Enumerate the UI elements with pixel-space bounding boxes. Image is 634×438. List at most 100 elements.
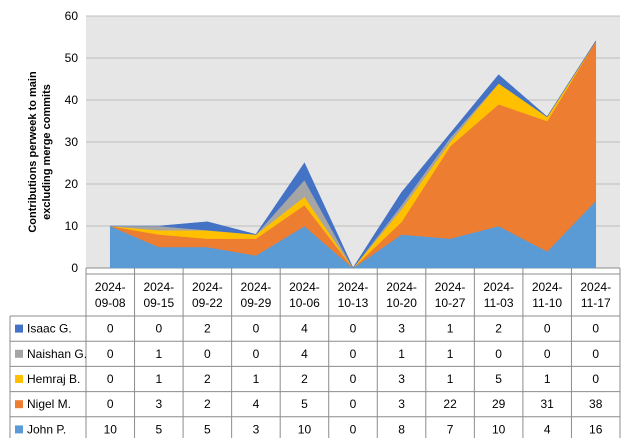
data-label: 1 — [447, 372, 454, 386]
series-areas — [109, 40, 597, 269]
data-label: 1 — [447, 347, 454, 361]
x-tick-label: 2024- 10-20 — [386, 280, 417, 310]
x-tick-label-line: 2024- — [532, 280, 563, 294]
data-label: 0 — [350, 372, 357, 386]
data-label: 3 — [253, 422, 260, 436]
data-label: 0 — [253, 347, 260, 361]
data-label: 1 — [155, 372, 162, 386]
y-tick-label: 60 — [65, 9, 79, 23]
data-label: 4 — [301, 322, 308, 336]
x-tick-label: 2024- 11-17 — [580, 280, 611, 310]
data-label: 0 — [107, 322, 114, 336]
data-label: 0 — [107, 372, 114, 386]
data-label: 8 — [398, 422, 405, 436]
data-label: 0 — [350, 397, 357, 411]
x-tick-label-line: 2024- — [386, 280, 417, 294]
data-label: 1 — [253, 372, 260, 386]
data-label: 10 — [492, 422, 506, 436]
data-label: 3 — [398, 397, 405, 411]
data-label: 0 — [253, 322, 260, 336]
data-label: 0 — [350, 322, 357, 336]
x-tick-label: 2024- 10-13 — [338, 280, 369, 310]
data-label: 0 — [592, 322, 599, 336]
data-label: 38 — [589, 397, 603, 411]
legend-swatch-naishan-g — [15, 349, 23, 358]
data-label: 5 — [495, 372, 502, 386]
legend-swatch-isaac-g — [15, 324, 23, 333]
data-label: 2 — [204, 397, 211, 411]
x-tick-label-line: 11-03 — [484, 296, 514, 310]
data-label: 0 — [350, 422, 357, 436]
data-label: 2 — [204, 372, 211, 386]
x-tick-label: 2024- 10-27 — [435, 280, 466, 310]
x-tick-label-line: 11-17 — [581, 296, 611, 310]
x-tick-label: 2024- 09-15 — [143, 280, 174, 310]
x-tick-label-line: 2024- — [483, 280, 514, 294]
data-label: 0 — [495, 347, 502, 361]
data-label: 3 — [155, 397, 162, 411]
data-label: 10 — [298, 422, 312, 436]
data-label: 7 — [447, 422, 454, 436]
x-tick-label-line: 2024- — [143, 280, 174, 294]
legend-label-nigel-m: Nigel M. — [27, 397, 71, 411]
y-tick-label: 40 — [65, 93, 79, 107]
data-label: 0 — [592, 347, 599, 361]
x-tick-label-line: 09-15 — [143, 296, 174, 310]
x-tick-label: 2024- 09-08 — [95, 280, 126, 310]
x-tick-label: 2024- 10-06 — [289, 280, 320, 310]
x-tick-label-line: 10-13 — [338, 296, 369, 310]
x-tick-label-line: 10-27 — [435, 296, 466, 310]
x-tick-label-line: 2024- — [580, 280, 611, 294]
data-label: 2 — [495, 322, 502, 336]
data-label: 1 — [398, 347, 405, 361]
data-label: 0 — [107, 347, 114, 361]
x-tick-label-line: 2024- — [241, 280, 272, 294]
x-tick-label-line: 10-06 — [289, 296, 320, 310]
data-label: 1 — [447, 322, 454, 336]
y-axis-label-line: Contributions perweek to main — [27, 71, 39, 233]
y-tick-label: 0 — [71, 261, 78, 275]
x-tick-label-line: 10-20 — [386, 296, 417, 310]
x-tick-label: 2024- 11-10 — [532, 280, 563, 310]
x-tick-label-line: 09-22 — [192, 296, 223, 310]
data-label: 4 — [544, 422, 551, 436]
data-table: 2024- 09-08 2024- 09-15 2024- 09-22 2024- 09-29… — [9, 268, 621, 438]
y-tick-label: 10 — [65, 219, 79, 233]
data-label: 1 — [155, 347, 162, 361]
legend-swatch-hemraj-b — [15, 375, 23, 383]
y-axis-ticks: 0 10 20 30 40 50 60 — [65, 9, 79, 275]
data-label: 0 — [155, 322, 162, 336]
data-label: 0 — [592, 372, 599, 386]
data-label: 0 — [350, 347, 357, 361]
data-label: 3 — [398, 322, 405, 336]
y-tick-label: 50 — [65, 51, 79, 65]
data-label: 3 — [398, 372, 405, 386]
data-label: 10 — [104, 422, 118, 436]
y-axis-label: Contributions perweek to main excluding m… — [27, 71, 53, 233]
data-label: 0 — [107, 397, 114, 411]
x-tick-label-line: 2024- — [95, 280, 126, 294]
y-tick-label: 20 — [65, 177, 79, 191]
data-label: 16 — [589, 422, 603, 436]
data-label: 5 — [204, 422, 211, 436]
x-tick-label-line: 2024- — [289, 280, 320, 294]
data-label: 2 — [204, 322, 211, 336]
x-tick-label-line: 09-08 — [95, 296, 126, 310]
y-tick-label: 30 — [65, 135, 79, 149]
x-tick-label-line: 11-10 — [532, 296, 562, 310]
data-label: 31 — [541, 397, 555, 411]
legend-swatch-john-p — [15, 425, 23, 434]
legend-label-hemraj-b: Hemraj B. — [27, 372, 80, 386]
legend-label-naishan-g: Naishan G. — [27, 347, 87, 361]
x-tick-label: 2024- 09-29 — [241, 280, 272, 310]
data-label: 29 — [492, 397, 506, 411]
data-label: 2 — [301, 372, 308, 386]
legend-swatch-nigel-m — [15, 400, 23, 409]
data-label: 1 — [544, 372, 551, 386]
data-label: 0 — [544, 322, 551, 336]
legend-label-isaac-g: Isaac G. — [27, 322, 72, 336]
x-tick-label: 2024- 11-03 — [483, 280, 514, 310]
legend-label-john-p: John P. — [27, 422, 66, 436]
data-label: 5 — [301, 397, 308, 411]
